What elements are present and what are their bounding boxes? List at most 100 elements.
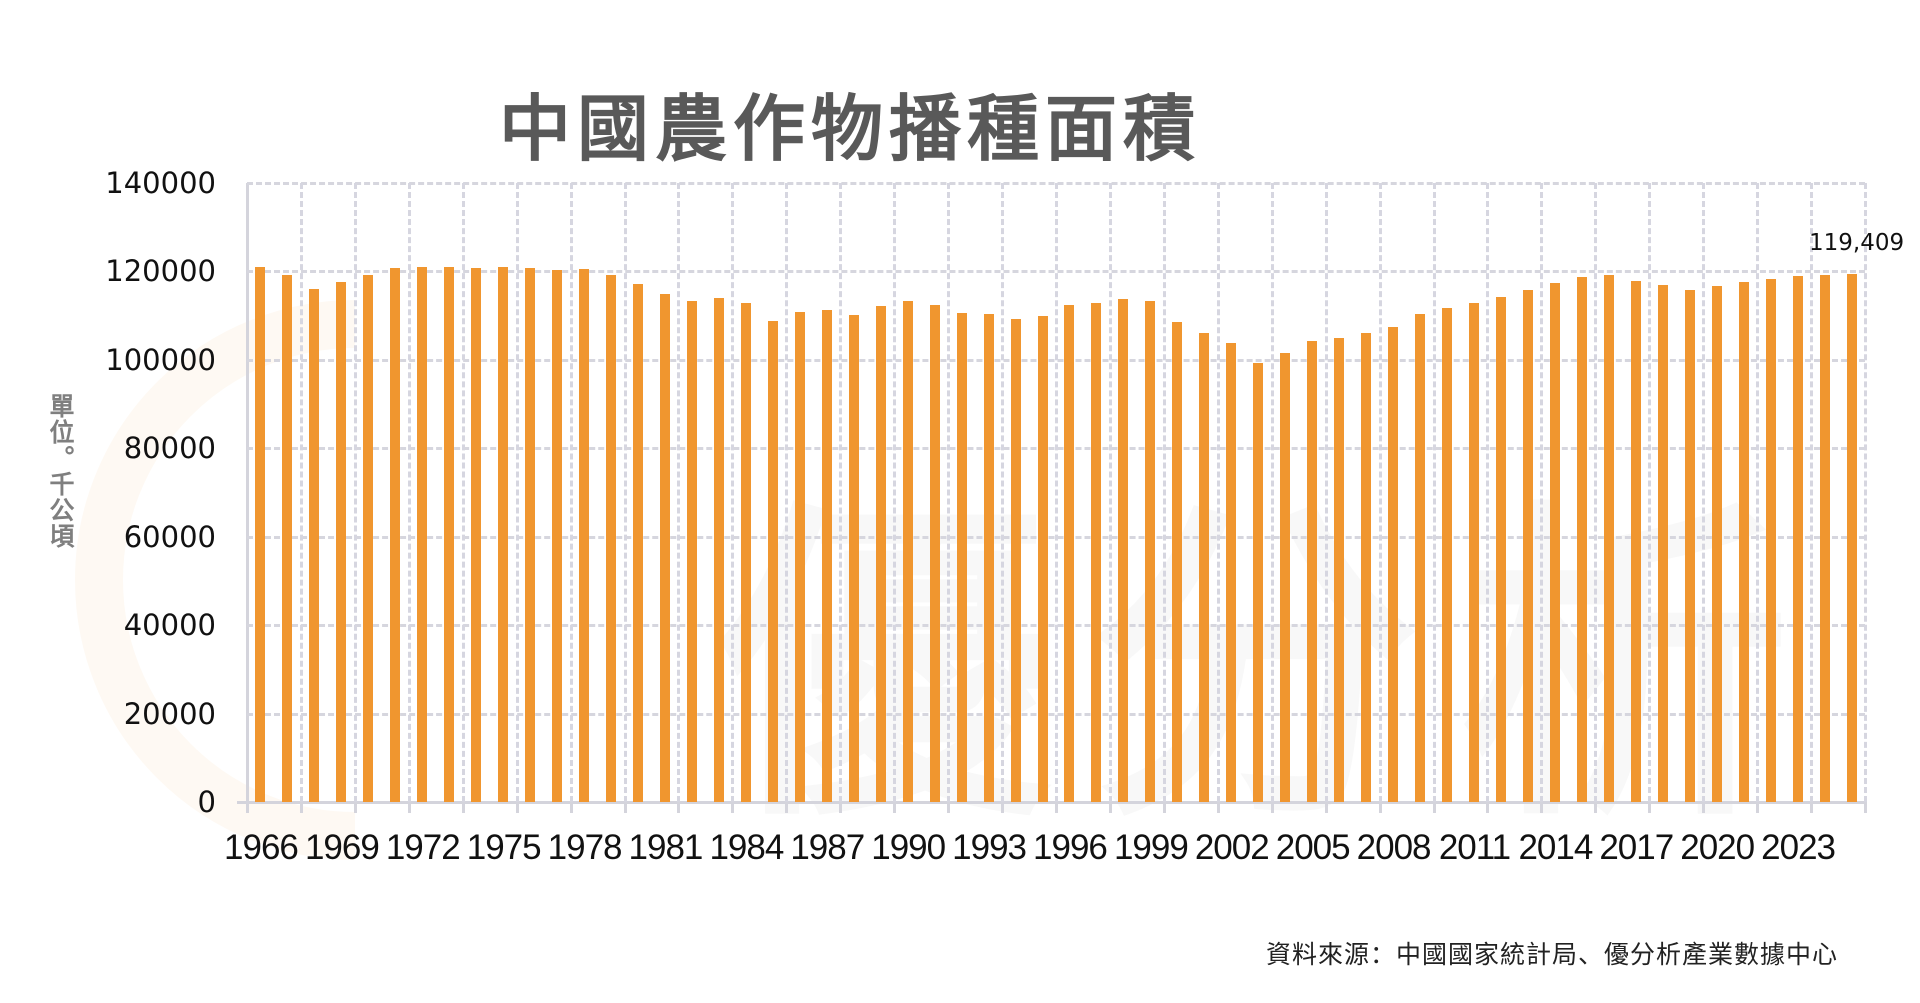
last-value-data-label: 119,409 [1809,230,1905,256]
bar-1998 [1118,299,1129,802]
x-tick-label: 2014 [1518,828,1593,867]
bar-1996 [1064,304,1075,802]
vertical-gridline [1648,183,1652,802]
source-note: 資料來源：中國國家統計局、優分析產業數據中心 [1265,940,1838,969]
bar-1990 [902,301,913,802]
vertical-gridline [731,183,735,802]
x-tick-mark [407,802,411,813]
vertical-gridline [1810,183,1814,802]
bar-2020 [1711,286,1722,802]
bar-2010 [1442,308,1453,802]
y-tick-label: 140000 [105,166,216,200]
x-tick-mark [461,802,465,813]
x-tick-mark [839,802,843,813]
x-tick-mark [1378,802,1382,813]
bar-2025 [1846,274,1857,802]
bar-2006 [1334,337,1345,802]
x-tick-label: 1990 [871,828,946,867]
vertical-gridline [1216,183,1220,802]
x-tick-label: 2017 [1599,828,1674,867]
x-tick-mark [1756,802,1760,813]
vertical-gridline [785,183,789,802]
bar-1984 [740,303,751,802]
bar-1976 [525,268,536,802]
y-tick-label: 0 [197,785,216,819]
x-tick-label: 2008 [1356,828,1432,867]
x-tick-mark [299,802,303,813]
bar-2008 [1388,326,1399,802]
x-tick-label: 1981 [628,828,704,867]
bar-2018 [1657,285,1668,802]
vertical-gridline [1378,183,1382,802]
vertical-gridline [1432,183,1436,802]
x-tick-mark [1864,802,1867,813]
x-tick-label: 2011 [1438,828,1511,867]
bar-1973 [444,266,455,802]
vertical-gridline [1162,183,1166,802]
x-tick-label: 1993 [952,828,1027,867]
bar-1972 [417,267,428,802]
x-tick-label: 2005 [1275,828,1351,867]
bar-1978 [579,269,590,802]
x-tick-label: 1975 [466,828,542,867]
x-tick-mark [731,802,735,813]
bar-1985 [767,321,778,802]
bar-1989 [875,306,886,802]
x-tick-label: 1987 [790,828,865,867]
bar-1967 [282,274,293,802]
right-border-gridline [1864,183,1867,802]
bar-1968 [309,289,320,802]
bar-1988 [848,315,859,802]
bar-1999 [1145,301,1156,802]
x-tick-mark [1486,802,1490,813]
bar-2019 [1684,289,1695,802]
bar-1979 [606,274,617,802]
x-tick-label: 2023 [1761,828,1836,867]
vertical-gridline [1270,183,1274,802]
vertical-gridline [299,183,303,802]
y-tick-label: 120000 [105,254,216,289]
vertical-gridline [1055,183,1058,802]
bar-2003 [1253,362,1264,802]
bar-1970 [363,274,374,802]
bar-1980 [633,283,644,802]
bar-1987 [821,310,832,802]
bar-2014 [1549,283,1560,802]
x-axis-line [237,801,1867,804]
x-tick-mark [893,802,897,813]
bar-1971 [390,268,401,802]
x-tick-mark [1055,802,1058,813]
vertical-gridline [677,183,681,802]
x-tick-label: 1996 [1033,828,1108,867]
bar-2021 [1738,282,1749,802]
x-tick-label: 1972 [385,828,461,867]
bar-1966 [255,267,266,802]
vertical-gridline [1702,183,1706,802]
bar-1991 [929,305,940,802]
x-tick-label: 1966 [224,828,299,867]
x-tick-label: 1969 [304,828,380,867]
x-tick-mark [569,802,573,813]
x-tick-mark [623,802,627,813]
x-tick-mark [1270,802,1274,813]
bar-2016 [1603,274,1614,802]
bar-1994 [1010,318,1021,802]
vertical-gridline [407,183,411,802]
x-tick-label: 1999 [1113,828,1189,867]
bar-2015 [1576,276,1587,802]
vertical-gridline [893,183,897,802]
x-tick-label: 1978 [547,828,623,867]
bar-2024 [1819,274,1830,802]
bar-1974 [471,267,482,802]
bar-1975 [498,267,509,802]
bar-2013 [1522,289,1533,802]
bar-1992 [956,313,967,802]
chart-title: 中國農作物播種面積 [498,87,1201,171]
x-tick-mark [1001,802,1005,813]
bar-1982 [686,300,697,802]
bar-2001 [1199,333,1210,802]
vertical-gridline [1324,183,1328,802]
bar-2009 [1415,314,1426,802]
x-tick-mark [1594,802,1598,813]
